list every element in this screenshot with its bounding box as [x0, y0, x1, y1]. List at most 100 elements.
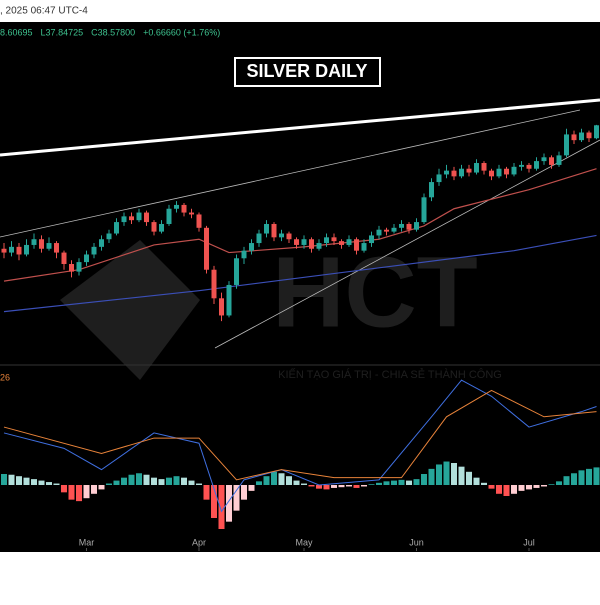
watermark-logo	[60, 240, 200, 380]
macd-bar	[316, 485, 322, 489]
candle-body	[54, 243, 59, 253]
candle-body	[451, 170, 457, 177]
top-bar	[0, 0, 600, 22]
macd-bar	[346, 485, 352, 487]
candle-body	[376, 229, 382, 236]
candle-body	[99, 239, 104, 247]
macd-bar	[301, 483, 307, 485]
macd-bar	[98, 485, 105, 490]
macd-bar	[8, 474, 15, 485]
macd-bar	[151, 477, 157, 485]
candle-body	[594, 125, 599, 139]
candle-body	[151, 222, 157, 232]
macd-bar	[331, 485, 337, 488]
candle-body	[331, 237, 337, 242]
x-tick-label: Apr	[192, 537, 206, 547]
macd-bar	[391, 480, 397, 485]
candle-body	[549, 157, 554, 165]
macd-bar	[511, 485, 517, 494]
candle-body	[339, 241, 344, 245]
candle-body	[61, 252, 67, 265]
macd-bar	[323, 485, 330, 490]
candle-body	[564, 134, 569, 156]
ohlc-label: +0.66660 (+1.76%)	[143, 27, 220, 37]
candle-body	[204, 227, 209, 270]
macd-bar	[571, 473, 577, 485]
moving-average	[3, 234, 597, 313]
macd-bar	[181, 477, 187, 485]
candle-body	[481, 163, 487, 171]
candle-body	[249, 243, 254, 251]
candle-body	[9, 246, 14, 253]
candle-body	[24, 244, 29, 255]
candle-body	[91, 246, 97, 255]
macd-bar	[38, 480, 45, 485]
macd-bar	[106, 483, 112, 485]
candle-body	[406, 223, 412, 230]
candle-body	[286, 233, 292, 240]
candle-body	[399, 223, 404, 228]
macd-bar	[128, 474, 135, 485]
macd-bar	[503, 485, 510, 496]
macd-bar	[556, 481, 562, 485]
macd-bar	[361, 485, 367, 487]
candle-body	[519, 164, 524, 167]
macd-bar	[578, 470, 585, 485]
candle-body	[264, 223, 269, 234]
x-tick-label: Jul	[523, 537, 535, 547]
macd-bar	[338, 485, 345, 488]
candle-body	[211, 269, 217, 299]
candle-body	[354, 239, 359, 251]
candle-body	[474, 163, 479, 173]
macd-bar	[413, 479, 420, 485]
macd-bar	[541, 485, 547, 487]
candle-body	[31, 239, 37, 245]
macd-bar	[218, 485, 225, 529]
macd-bar	[53, 483, 60, 485]
macd-bar	[188, 480, 195, 485]
ohlc-label: C38.57800	[91, 27, 135, 37]
channel-line	[0, 109, 581, 238]
macd-bar	[1, 474, 7, 485]
ohlc-label: L37.84725	[41, 27, 84, 37]
candle-body	[46, 243, 52, 249]
macd-bar	[166, 477, 172, 485]
x-tick-label: Mar	[79, 537, 95, 547]
candle-body	[511, 166, 517, 175]
macd-bar	[16, 476, 22, 485]
trend-line	[0, 98, 600, 157]
candle-body	[429, 182, 434, 198]
macd-bar	[406, 480, 412, 485]
candle-body	[144, 212, 149, 223]
macd-bar	[473, 477, 480, 485]
watermark-text: HCT	[272, 236, 478, 348]
macd-bar	[226, 485, 232, 522]
macd-bar	[271, 471, 277, 485]
macd-bar	[233, 485, 240, 511]
chart-title: SILVER DAILY	[246, 61, 367, 81]
macd-bar	[586, 468, 592, 485]
candle-body	[294, 239, 299, 245]
macd-bar	[203, 485, 210, 500]
macd-bar	[68, 485, 75, 500]
candle-body	[189, 212, 194, 215]
candle-body	[114, 222, 119, 234]
macd-bar	[376, 482, 382, 485]
macd-bar	[83, 485, 90, 499]
x-tick-label: Jun	[409, 537, 424, 547]
macd-bar	[593, 467, 600, 485]
candle-body	[301, 239, 307, 245]
candle-body	[166, 208, 172, 224]
candle-body	[504, 168, 509, 175]
candle-body	[181, 204, 187, 213]
macd-bar	[91, 485, 97, 494]
macd-bar	[421, 474, 427, 485]
macd-line	[3, 379, 597, 513]
macd-bar	[428, 468, 435, 485]
candle-body	[129, 216, 134, 221]
macd-bar	[31, 479, 37, 485]
macd-bar	[466, 471, 472, 485]
candle-body	[384, 229, 389, 232]
watermark: HCT KIẾN TẠO GIÁ TRỊ - CHIA SẺ THÀNH CÔN…	[60, 236, 502, 381]
